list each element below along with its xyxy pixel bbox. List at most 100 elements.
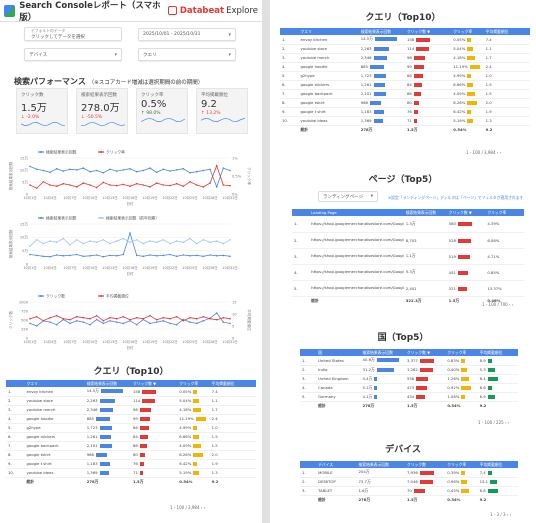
table-row[interactable]: 7. google backpack 2,101 86 4.09% 1.5	[280, 89, 530, 99]
data-point	[95, 186, 98, 189]
table-header[interactable]: 検索結果表示回数	[403, 209, 447, 216]
table-header[interactable]: クリック率	[177, 380, 210, 387]
table-header-row: Landing Page 検索結果表示回数 クリック数 ▼ クリック率	[292, 209, 524, 216]
table-header[interactable]: クリック率	[451, 28, 484, 35]
table-row[interactable]: 3. https://shop.googlemerchandisestore.co…	[292, 248, 524, 265]
table-row[interactable]: 8. google tshirt 968 80 8.26% 2.0	[6, 450, 256, 460]
table-header[interactable]: 検索結果表示回数	[360, 349, 405, 356]
table-row[interactable]: 10. youtube ideas 1,369 71 5.19% 1.3	[6, 468, 256, 478]
table-row[interactable]: 5. g2hype 1,723 86 4.99% 1.0	[6, 423, 256, 433]
table-header[interactable]: クエリ	[24, 380, 85, 387]
data-point	[195, 184, 198, 186]
table-row[interactable]: 3. United Kingdom 4.4万 558 1.26% 6.4	[300, 374, 518, 384]
data-point	[75, 320, 78, 322]
table-row[interactable]: 5. g2hype 1,723 86 4.99% 1.0	[280, 71, 530, 81]
table-header[interactable]: 検索結果表示回数	[358, 28, 405, 35]
table-row[interactable]: 2. DESKTOP 73.7万 7,046 0.96% 15.1	[300, 477, 518, 487]
table-row[interactable]: 9. google t shirt 1,183 76 6.42% 1.9	[280, 107, 530, 117]
table-row[interactable]: 4. google hoodie 885 99 11.19% 2.4	[6, 414, 256, 424]
table-cell: 1.1万	[403, 248, 447, 265]
table-row[interactable]: 7. google backpack 2,101 86 4.09% 1.5	[6, 441, 256, 451]
x-tick-label: 10月19日	[142, 266, 157, 270]
query-filter[interactable]: クエリ ▾	[138, 48, 236, 61]
data-point	[209, 254, 211, 256]
table-header[interactable]: 平均掲載順位	[483, 28, 530, 35]
table-row[interactable]: 3. TABLET 1.6万 70 0.45% 6.8	[300, 486, 518, 496]
table-header[interactable]: 検索結果表示回数	[356, 461, 405, 468]
table-row[interactable]: 1. MOBILE 204万 7,936 0.39% 7.4	[300, 468, 518, 478]
table-row[interactable]: 3. youtube merch 2,346 98 4.18% 1.7	[280, 53, 530, 63]
table-row[interactable]: 6. google stickers 1,261 84 6.66% 1.5	[280, 80, 530, 90]
data-point	[42, 319, 45, 322]
report-title: Search Consoleレポート（スマホ版）	[19, 0, 161, 23]
table-cell: 158	[404, 35, 452, 45]
data-source-selector[interactable]: デフォルトのデータ クリックしてデータを選択	[24, 27, 122, 41]
left-panel: Search Consoleレポート（スマホ版） Databeat Explore…	[0, 0, 262, 523]
table-header[interactable]: クエリ	[298, 28, 359, 35]
table-row[interactable]: 2. youtube store 2,263 114 5.04% 1.1	[6, 396, 256, 406]
table-cell: 1,262	[404, 365, 446, 375]
device-pagination[interactable]: 1 - 3 / 3 ‹ ›	[490, 512, 512, 517]
data-point	[229, 322, 231, 325]
table-header[interactable]: クリック数	[404, 461, 446, 468]
table-row[interactable]: 1. United States 40.6万 3,377 0.83% 8.9	[300, 356, 518, 366]
query-pagination-right[interactable]: 1 - 100 / 3,984 ‹ ›	[466, 150, 502, 155]
table-row[interactable]: 8. google tshirt 968 80 8.26% 2.0	[280, 98, 530, 108]
data-bar	[193, 444, 202, 448]
table-row[interactable]: 5. https://shop.googlemerchandisestore.co…	[292, 280, 524, 297]
table-header[interactable]: クリック率	[485, 209, 524, 216]
table-header[interactable]: クリック率	[445, 461, 478, 468]
table-header[interactable]: デバイス	[316, 461, 357, 468]
data-point	[175, 323, 178, 326]
table-header[interactable]: クリック数 ▼	[130, 380, 178, 387]
y-tick-label: 10万	[20, 236, 29, 240]
table-cell: 1,723	[358, 71, 405, 81]
data-point	[162, 316, 165, 319]
table-row[interactable]: 6. google stickers 1,261 84 6.66% 1.5	[6, 432, 256, 442]
table-row[interactable]: 3. youtube merch 2,346 98 4.18% 1.7	[6, 405, 256, 415]
table-row[interactable]: 4. google hoodie 885 99 11.19% 2.4	[280, 62, 530, 72]
table-header[interactable]: クリック数 ▼	[404, 28, 452, 35]
table-row[interactable]: 4. https://shop.googlemerchandisestore.co…	[292, 264, 524, 281]
data-bar	[467, 83, 474, 87]
page-pagination[interactable]: 1 - 100 / 700 ‹ ›	[482, 302, 514, 307]
table-row[interactable]: 2. https://shop.googlemerchandisestore.co…	[292, 232, 524, 249]
table-header[interactable]: クリック数 ▼	[446, 209, 486, 216]
table-cell: google backpack	[24, 441, 85, 451]
table-header[interactable]: クリック率	[445, 349, 478, 356]
table-row[interactable]: 10. youtube ideas 1,369 71 5.19% 1.3	[280, 116, 530, 126]
table-row[interactable]: 9. google t shirt 1,183 76 6.42% 1.9	[6, 459, 256, 469]
table-row[interactable]: 1. envoy kitchen 14.5万 158 0.05% 7.4	[280, 35, 530, 45]
table-header[interactable]: クリック数 ▼	[404, 349, 446, 356]
device-filter[interactable]: デバイス ▾	[24, 48, 122, 61]
data-point	[202, 239, 205, 241]
data-bar	[461, 395, 466, 399]
country-pagination[interactable]: 1 - 100 / 225 ‹ ›	[478, 420, 510, 425]
brand-logo: Databeat Explore	[167, 6, 258, 16]
table-row[interactable]: 2. India 31.2万 1,262 0.40% 5.3	[300, 365, 518, 375]
landing-page-dropdown[interactable]: ランディングページ ▾	[318, 191, 378, 202]
table-row[interactable]: 1. envoy kitchen 14.5万 158 0.05% 7.4	[6, 387, 256, 397]
table-header[interactable]: 国	[316, 349, 361, 356]
data-point	[202, 315, 205, 318]
series-1	[29, 165, 231, 189]
table-cell: 1.26%	[445, 374, 478, 384]
table-header[interactable]: 平均掲載順位	[477, 349, 518, 356]
table-row[interactable]: 4. Canada 5.1万 473 0.92% 6.6	[300, 383, 518, 393]
table-header[interactable]: Landing Page	[309, 209, 404, 216]
table-row[interactable]: 2. youtube store 2,263 114 5.04% 1.1	[280, 44, 530, 54]
table-header[interactable]: 平均掲載順位	[209, 380, 256, 387]
scorecard-value: 1.5万	[21, 103, 47, 114]
table-header[interactable]: 平均掲載順位	[477, 461, 518, 468]
data-point	[82, 255, 85, 258]
table-row[interactable]: 1. https://shop.googlemerchandisestore.co…	[292, 216, 524, 233]
table-row[interactable]: 5. Germany 4.1万 434 1.06% 6.9	[300, 392, 518, 402]
data-point	[169, 317, 171, 320]
table-header[interactable]: 検索結果表示回数	[84, 380, 131, 387]
data-point	[89, 240, 91, 242]
query-pagination[interactable]: 1 - 100 / 3,984 ‹ ›	[170, 505, 206, 510]
data-bar	[99, 408, 114, 412]
date-range-picker[interactable]: 2025/10/01 - 2025/10/31 ▾	[138, 28, 236, 41]
table-cell: 0.40%	[445, 365, 478, 375]
table-cell: 7.4	[209, 387, 256, 397]
